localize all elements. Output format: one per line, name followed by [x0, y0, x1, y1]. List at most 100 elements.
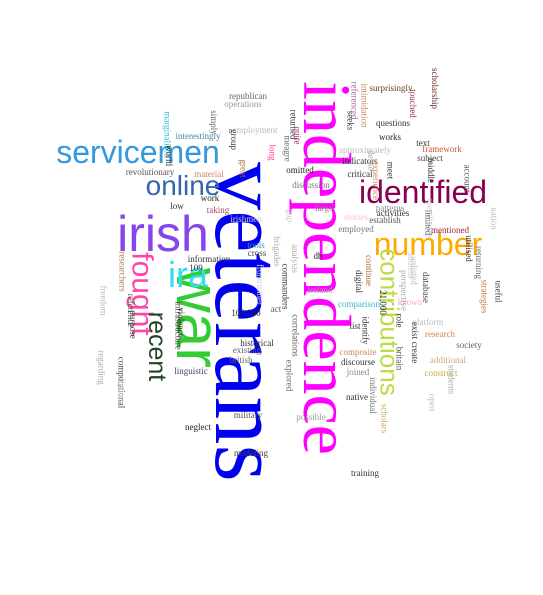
word: critical	[347, 168, 373, 179]
word: irish	[117, 206, 209, 262]
word: touched	[407, 88, 418, 118]
word: low	[170, 200, 184, 211]
word: republican	[229, 90, 267, 101]
word: society	[456, 339, 482, 350]
word: scholars	[379, 403, 390, 433]
word: military	[233, 409, 263, 420]
word: research	[425, 328, 455, 339]
word: returning	[473, 245, 484, 279]
word: open	[427, 393, 438, 411]
word: account	[462, 164, 473, 192]
word: operations	[224, 98, 262, 109]
word: establish	[369, 214, 401, 225]
word: modeling	[234, 447, 268, 458]
word: individual	[367, 376, 378, 414]
word: identified	[358, 174, 488, 210]
word: framework	[422, 143, 462, 154]
word: revolutionary	[125, 166, 175, 177]
word: mentioned	[431, 224, 469, 235]
word: quite	[292, 126, 303, 144]
word: patterns	[375, 202, 405, 213]
word: commanders	[280, 263, 291, 309]
word: training	[351, 467, 379, 478]
word: 100,000	[231, 307, 261, 318]
word: composite	[339, 346, 377, 357]
word: strategies	[479, 279, 490, 313]
word: world	[163, 144, 174, 166]
word: figures	[116, 377, 127, 403]
word: native	[346, 391, 368, 402]
word: joined	[346, 366, 370, 377]
word: simply	[208, 109, 219, 135]
word: long	[267, 143, 278, 161]
word: intimidation	[359, 83, 370, 127]
word: historical	[240, 337, 274, 348]
word: discussion	[292, 179, 330, 190]
word: frontrunner	[254, 263, 265, 305]
word: subject	[417, 152, 443, 163]
word: number	[373, 226, 483, 262]
word: useful	[493, 280, 504, 302]
word: text	[416, 137, 430, 148]
word: work	[200, 192, 220, 203]
word: create	[410, 341, 421, 363]
word: irishmen	[230, 213, 262, 224]
word: identify	[360, 316, 371, 344]
word: group	[228, 128, 239, 150]
word: gap	[284, 208, 295, 222]
word: possible	[296, 411, 326, 422]
word: large	[315, 202, 333, 213]
word: british	[229, 354, 253, 365]
word: middle	[425, 157, 436, 183]
word: exist	[409, 321, 420, 339]
word: continue	[363, 254, 374, 286]
word: indicators	[342, 155, 378, 166]
word: activities	[376, 207, 410, 218]
word: 21,000	[377, 289, 388, 315]
word: existing	[232, 344, 262, 355]
word: act	[270, 303, 282, 314]
word: unlisted	[408, 255, 419, 285]
word: researchers	[117, 250, 128, 292]
word: employed	[338, 223, 374, 234]
word: servicemen	[56, 134, 220, 170]
word: ira	[167, 254, 208, 295]
word: dense	[365, 149, 376, 171]
word: scholarship	[429, 67, 440, 109]
word: linguistic	[174, 365, 208, 376]
word: digital	[353, 269, 364, 293]
word: students	[446, 364, 457, 394]
word: britain	[394, 346, 405, 370]
word: list	[349, 320, 361, 331]
word: taking	[206, 204, 230, 215]
word: great	[238, 159, 249, 177]
word: neglect	[185, 421, 211, 432]
word: reference	[126, 293, 137, 327]
word: omitted	[286, 164, 314, 175]
word: tools	[247, 239, 265, 250]
word: surprisingly	[369, 82, 413, 93]
word: freedom	[98, 285, 109, 315]
word: perspective	[398, 269, 409, 311]
word: meagre	[282, 134, 293, 162]
word: approximately	[339, 144, 391, 155]
word: recent	[143, 311, 172, 381]
word: discourse	[341, 356, 375, 367]
word: nation	[488, 206, 499, 230]
word: 109	[189, 262, 203, 273]
word: role	[394, 313, 405, 327]
word: questions	[375, 117, 410, 128]
word: analysis	[289, 243, 300, 273]
word: works	[379, 131, 401, 142]
word: regarding	[96, 349, 107, 385]
word: db	[313, 250, 323, 261]
word: explored	[284, 359, 295, 391]
word: ireland	[307, 284, 333, 295]
word: online	[145, 170, 221, 201]
word: meet	[385, 161, 396, 179]
word: additional	[430, 354, 466, 365]
word: violence	[175, 306, 186, 338]
word: utilised	[463, 234, 474, 262]
word: brigades	[271, 235, 282, 267]
